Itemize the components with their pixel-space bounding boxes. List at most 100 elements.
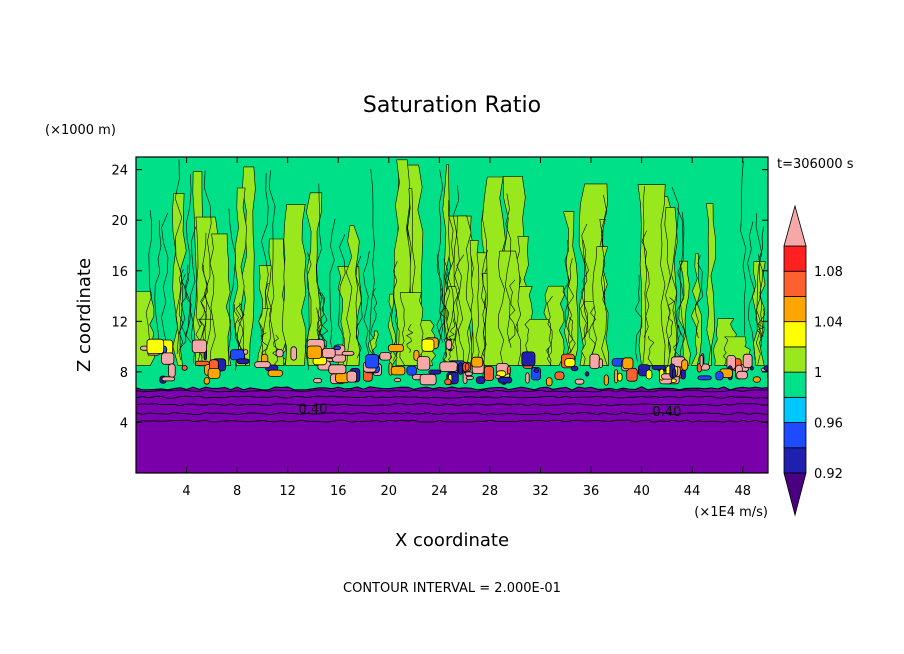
cloud-base-cell	[161, 352, 175, 365]
contour-streak	[581, 223, 589, 338]
cloud-base-cell	[267, 369, 284, 377]
cloud-base-cell	[475, 376, 486, 385]
cloud-base-cell	[313, 377, 323, 384]
contour-streak	[436, 254, 444, 343]
colorbar-tick-label: 1.04	[814, 316, 843, 331]
cloud-base-cell	[736, 370, 748, 380]
contour-line	[136, 403, 768, 407]
x-tick-label: 36	[583, 484, 600, 499]
contour-streak	[504, 193, 512, 348]
contour-streak	[406, 323, 414, 353]
contour-streak	[320, 293, 329, 347]
cloud-base-cell	[471, 356, 484, 368]
cloud-base-cell	[752, 376, 761, 383]
cloud-base-cell	[525, 372, 530, 384]
plot-area: 0.40 0.40	[135, 156, 769, 474]
colorbar-segment	[783, 422, 807, 449]
x-tick-label: 8	[233, 484, 241, 499]
contour-line	[136, 395, 768, 399]
plot-frame	[135, 156, 769, 474]
x-tick-label: 44	[684, 484, 701, 499]
cloud-base-cell	[428, 369, 442, 375]
cloud-base-cell	[207, 367, 221, 379]
contour-streak	[740, 161, 747, 336]
colorbar-segment	[783, 371, 807, 398]
contour-streak	[355, 255, 363, 359]
contour-streak	[667, 297, 675, 339]
contour-streak	[755, 254, 762, 365]
colorbar-segment	[783, 396, 807, 423]
cloud-base-cell	[419, 373, 437, 386]
contour-line	[136, 419, 768, 423]
plume	[705, 203, 717, 366]
cloud-base-cell	[506, 365, 512, 375]
y-tick-label: 20	[111, 214, 128, 229]
colorbar-segment	[783, 346, 807, 373]
colorbar-segment	[783, 270, 807, 297]
contour-streak	[235, 303, 243, 354]
cloud-base-cell	[533, 367, 540, 373]
cloud-base-cell	[444, 378, 452, 386]
contour-streak	[184, 264, 192, 343]
cloud-base-cell	[617, 372, 623, 382]
contour-streak	[600, 194, 608, 367]
colorbar-tick-label: 1	[814, 366, 822, 381]
contour-interval-note: CONTOUR INTERVAL = 2.000E-01	[343, 581, 561, 596]
contour-streak	[261, 173, 269, 343]
contour-streak	[456, 254, 465, 363]
contour-streak	[694, 255, 704, 339]
x-axis-title: X coordinate	[395, 530, 509, 551]
x-tick-label: 4	[182, 484, 190, 499]
cloud-base-cell	[181, 365, 188, 371]
y-tick-label: 4	[120, 416, 128, 431]
contour-streak	[756, 308, 765, 340]
contour-streak	[338, 234, 346, 365]
cloud-base-cell	[672, 368, 677, 378]
cloud-base-cell	[763, 365, 768, 371]
cloud-base-cell	[346, 370, 358, 383]
cloud-base-cell	[406, 365, 417, 376]
x-tick-label: 20	[381, 484, 398, 499]
cloud-base-cell	[681, 359, 689, 371]
colorbar-tick-label: 1.08	[814, 265, 843, 280]
cloud-base-cell	[393, 377, 402, 383]
colorbar-tick-label: 0.96	[814, 417, 843, 432]
contour-label: 0.40	[652, 405, 681, 420]
contour-streak	[315, 183, 323, 347]
cloud-base-cell	[458, 362, 463, 376]
contour-streak	[145, 210, 153, 357]
contour-streak	[567, 258, 576, 353]
contour-streak	[268, 170, 277, 351]
cloud-base-cell	[229, 349, 245, 361]
contour-streak	[184, 174, 192, 337]
colorbar-bottom-arrow	[783, 472, 807, 517]
colorbar-top-arrow	[783, 204, 807, 247]
cloud-base-cell	[699, 354, 704, 367]
y-tick-label: 16	[111, 265, 128, 280]
cloud-base-cell	[203, 377, 210, 385]
cloud-base-cell	[521, 351, 536, 367]
contour-label: 0.40	[298, 403, 327, 418]
time-label: t=306000 s	[777, 157, 854, 172]
plume	[442, 164, 451, 366]
cloud-base-cell	[390, 365, 406, 376]
cloud-base-cell	[421, 338, 435, 352]
contour-streak	[200, 232, 209, 351]
cloud-base-cell	[464, 362, 470, 371]
cloud-base-cell	[645, 369, 653, 380]
y-tick-label: 24	[111, 164, 128, 179]
cloud-base-cell	[328, 364, 347, 375]
cloud-base-cell	[715, 371, 724, 381]
saturation-field: 0.40 0.40	[136, 157, 768, 473]
cloud-base-cell	[365, 354, 380, 369]
plume	[399, 292, 425, 366]
cloud-base-cell	[570, 365, 579, 372]
contour-streak	[671, 186, 680, 363]
cloud-base-cell	[439, 361, 458, 372]
contour-streak	[442, 258, 451, 369]
contour-streak	[179, 273, 187, 349]
plume	[469, 240, 480, 366]
x-tick-label: 48	[734, 484, 751, 499]
plume	[678, 260, 691, 366]
contour-streak	[329, 218, 336, 356]
